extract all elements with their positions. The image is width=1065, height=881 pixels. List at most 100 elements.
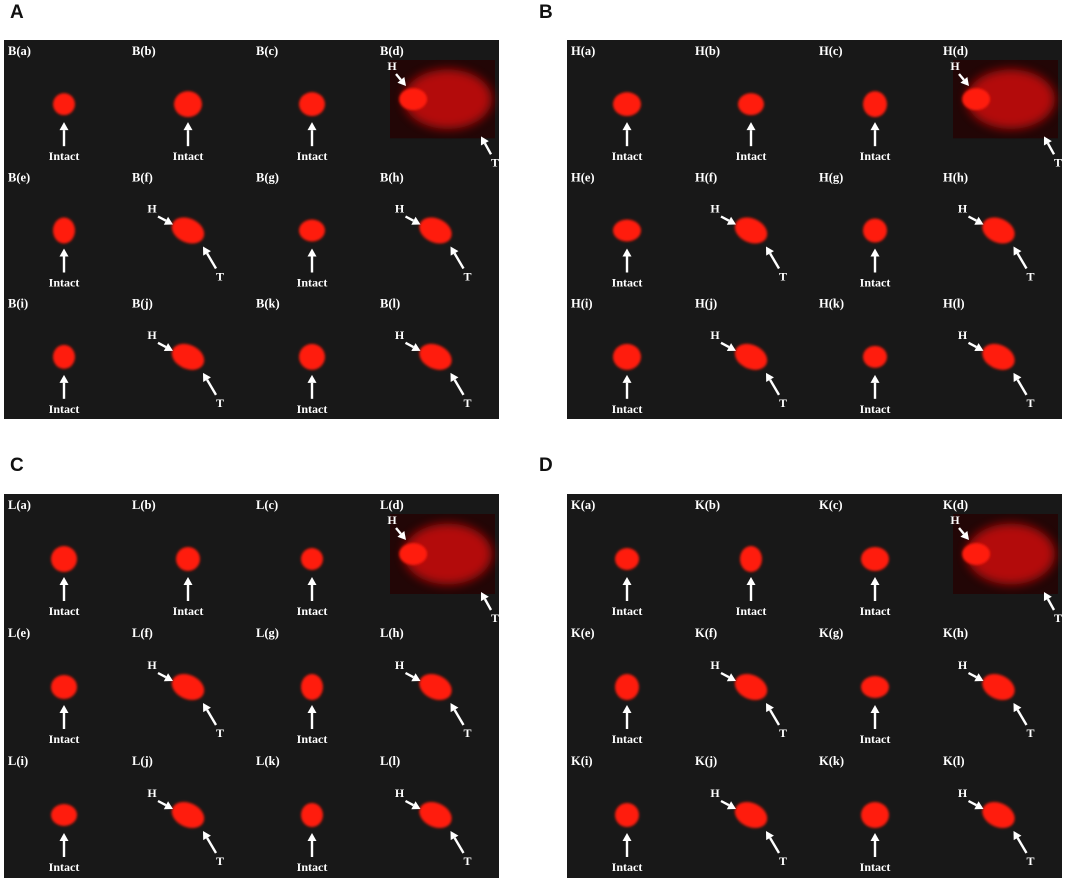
micrograph-cell: H(c) Intact xyxy=(819,44,890,163)
intact-arrow xyxy=(870,248,880,273)
panel-letter-c: C xyxy=(10,455,24,476)
tail-label: T xyxy=(216,396,224,410)
micrograph-cell: B(f) H T xyxy=(132,170,224,283)
comet-nucleus xyxy=(982,343,1015,370)
micrograph-cell: K(d)H T xyxy=(943,498,1062,625)
nucleus xyxy=(299,219,325,242)
tail-label: T xyxy=(779,396,787,410)
micrograph-cell: L(b) Intact xyxy=(132,498,203,618)
nucleus xyxy=(301,803,323,827)
head-label: H xyxy=(395,328,405,342)
cell-label: L(h) xyxy=(380,626,404,640)
intact-arrow xyxy=(59,833,69,857)
cell-label: K(d) xyxy=(943,498,968,512)
intact-arrow xyxy=(870,705,880,729)
comet-nucleus xyxy=(419,217,452,244)
cell-label: K(j) xyxy=(695,754,717,768)
micrograph-cell: H(h) H T xyxy=(943,170,1035,283)
cell-label: B(d) xyxy=(380,44,404,58)
intact-label: Intact xyxy=(297,276,328,290)
comet-nucleus xyxy=(734,801,768,829)
tail-arrow xyxy=(1043,592,1056,611)
cell-label: K(c) xyxy=(819,498,843,512)
micrograph-cell: K(l) H T xyxy=(943,754,1035,868)
tail-label: T xyxy=(779,854,787,868)
nucleus xyxy=(53,93,75,116)
intact-label: Intact xyxy=(49,732,80,746)
comet-head xyxy=(399,88,428,111)
comet-tail xyxy=(403,69,492,129)
tail-arrow xyxy=(1043,136,1056,155)
micrograph-cell: B(i) Intact xyxy=(8,297,79,416)
cell-label: L(d) xyxy=(380,498,404,512)
head-label: H xyxy=(395,658,405,672)
nucleus xyxy=(301,674,323,700)
intact-arrow xyxy=(870,374,880,399)
intact-label: Intact xyxy=(612,732,643,746)
cell-label: L(l) xyxy=(380,754,400,768)
cell-label: L(b) xyxy=(132,498,156,512)
intact-arrow xyxy=(870,122,880,147)
cell-label: B(b) xyxy=(132,44,156,58)
head-arrow xyxy=(157,215,173,225)
head-arrow xyxy=(967,341,984,352)
head-label: H xyxy=(710,786,720,800)
intact-label: Intact xyxy=(612,860,643,874)
comet-nucleus xyxy=(419,673,452,701)
cell-label: K(e) xyxy=(571,626,595,640)
nucleus xyxy=(301,548,323,570)
micrograph-cell: B(h) H T xyxy=(380,170,472,283)
tail-label: T xyxy=(1054,155,1062,169)
cell-label: K(f) xyxy=(695,626,717,640)
tail-label: T xyxy=(216,726,224,740)
cell-label: H(b) xyxy=(695,44,720,58)
micrograph-cell: K(g) Intact xyxy=(819,626,890,746)
cell-label: K(l) xyxy=(943,754,965,768)
head-arrow xyxy=(404,799,421,810)
nucleus xyxy=(615,803,639,827)
comet-nucleus xyxy=(734,673,768,701)
head-label: H xyxy=(147,328,157,342)
tail-arrow xyxy=(450,372,465,396)
cell-label: B(j) xyxy=(132,297,153,311)
nucleus xyxy=(863,218,887,243)
comet-nucleus xyxy=(982,801,1015,829)
micrograph-cell: L(h) H T xyxy=(380,626,472,740)
head-label: H xyxy=(950,513,960,527)
micrograph-cell: H(k) Intact xyxy=(819,297,890,416)
comet-nucleus xyxy=(734,217,768,244)
intact-label: Intact xyxy=(860,276,891,290)
intact-label: Intact xyxy=(49,276,80,290)
micrograph-cell: B(b) Intact xyxy=(132,44,203,163)
nucleus xyxy=(613,219,641,242)
micrograph-cell: K(b) Intact xyxy=(695,498,766,618)
comet-head xyxy=(399,543,428,565)
head-arrow xyxy=(157,341,173,352)
head-arrow xyxy=(404,341,421,352)
cell-label: H(i) xyxy=(571,297,593,311)
micrograph-cell: H(a) Intact xyxy=(571,44,642,163)
cell-label: L(a) xyxy=(8,498,31,512)
head-label: H xyxy=(958,658,968,672)
comet-nucleus xyxy=(982,673,1015,701)
cell-label: K(k) xyxy=(819,754,844,768)
head-label: H xyxy=(710,328,720,342)
cell-label: L(c) xyxy=(256,498,278,512)
intact-label: Intact xyxy=(612,402,643,416)
tail-arrow xyxy=(1013,246,1028,270)
tail-arrow xyxy=(766,703,781,726)
intact-label: Intact xyxy=(297,402,328,416)
comet-nucleus xyxy=(171,801,205,829)
panel-letter-b: B xyxy=(539,2,553,23)
micrograph-cell: L(a) Intact xyxy=(8,498,79,618)
nucleus xyxy=(53,344,75,369)
intact-arrow xyxy=(870,833,880,857)
head-label: H xyxy=(710,658,720,672)
cell-label: H(c) xyxy=(819,44,843,58)
head-arrow xyxy=(157,799,173,810)
micrograph-cell: L(f) H T xyxy=(132,626,224,740)
micrograph-cell: H(g) Intact xyxy=(819,170,890,289)
cell-label: K(i) xyxy=(571,754,593,768)
cell-label: K(a) xyxy=(571,498,595,512)
nucleus xyxy=(51,804,77,826)
